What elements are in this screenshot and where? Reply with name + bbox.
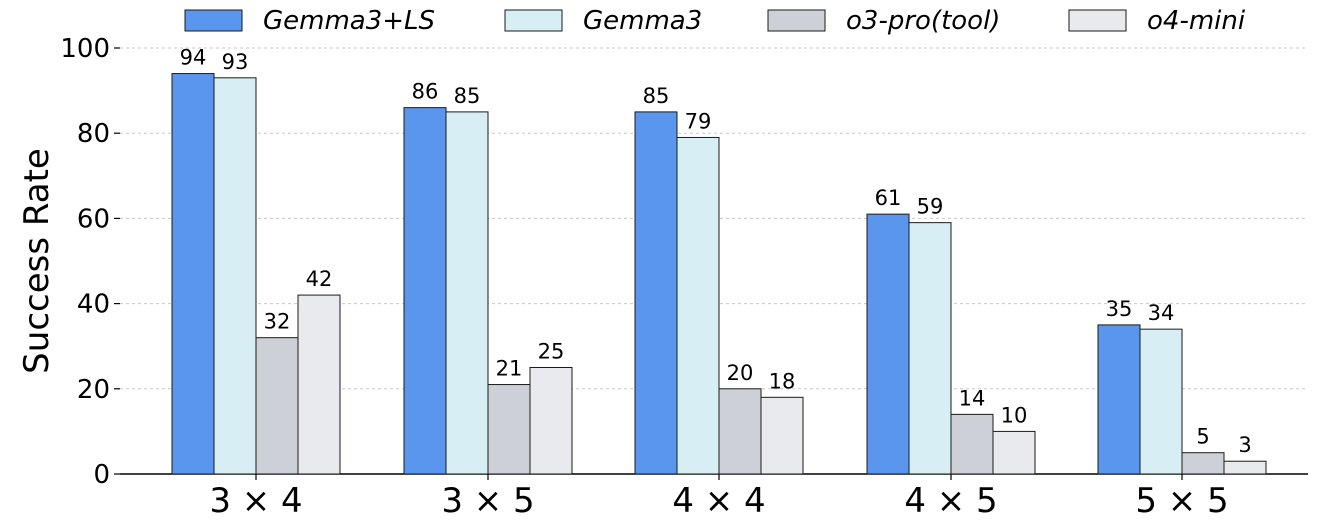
bar-value-label: 93: [222, 50, 249, 74]
bar-value-label: 3: [1238, 433, 1251, 457]
legend-swatch: [504, 9, 563, 32]
bar-value-label: 42: [306, 267, 333, 291]
bar-value-label: 14: [959, 386, 986, 410]
x-tick-label: 4 × 4: [672, 481, 765, 521]
bar-value-label: 35: [1106, 297, 1133, 321]
bar-value-label: 34: [1148, 301, 1175, 325]
legend-swatch: [767, 9, 826, 32]
bar-value-label: 86: [412, 80, 439, 104]
bar-value-label: 85: [643, 84, 670, 108]
y-axis-label: Success Rate: [17, 148, 57, 374]
x-tick-label: 5 × 5: [1135, 481, 1228, 521]
legend-label: Gemma3+LS: [263, 6, 435, 36]
x-tick-label: 3 × 4: [209, 481, 302, 521]
legend-label: o4-mini: [1147, 6, 1246, 36]
bar-value-label: 18: [769, 369, 796, 393]
axes: 0 20 40 60 80 100 3 × 4 3 × 5 4 × 4 4 × 5 5 × 5: [60, 34, 1308, 521]
bar-value-label: 25: [538, 340, 565, 364]
bar: [760, 396, 804, 475]
bars: [171, 73, 1267, 475]
bar-value-label: 59: [917, 195, 944, 219]
x-tick-label: 3 × 5: [441, 481, 534, 521]
bar: [1097, 324, 1141, 475]
bar-value-label: 79: [685, 109, 712, 133]
bar-value-label: 5: [1196, 425, 1209, 449]
y-tick-label: 80: [77, 119, 110, 149]
y-tick-label: 20: [77, 375, 110, 405]
legend-label: o3-pro(tool): [846, 6, 1000, 36]
bar-value-label: 10: [1001, 403, 1028, 427]
bar: [676, 136, 720, 475]
bar: [1223, 460, 1267, 475]
bar: [1139, 328, 1183, 475]
value-labels: 94 93 32 42 86 85 21 25 85 79 20 18 61 59 14 10 35 34 5 3: [180, 46, 1252, 458]
bar: [908, 222, 952, 475]
bar: [1181, 452, 1225, 475]
legend-label: Gemma3: [583, 6, 702, 36]
y-tick-label: 0: [93, 460, 110, 490]
x-tick-label: 4 × 5: [904, 481, 997, 521]
bar: [950, 413, 994, 475]
bar-value-label: 32: [264, 310, 291, 334]
bar-value-label: 94: [180, 46, 207, 70]
y-tick-label: 60: [77, 204, 110, 234]
y-tick-label: 100: [60, 34, 110, 64]
legend-swatch: [184, 9, 243, 32]
bar: [634, 111, 678, 475]
legend: Gemma3+LS Gemma3 o3-pro(tool) o4-mini: [184, 6, 1246, 36]
bar: [403, 107, 447, 475]
bar: [213, 77, 257, 475]
bar-value-label: 21: [496, 357, 523, 381]
bar: [255, 337, 299, 475]
bar: [171, 73, 215, 475]
bar: [992, 430, 1036, 475]
bar: [866, 213, 910, 475]
bar: [529, 367, 573, 475]
bar-value-label: 85: [454, 84, 481, 108]
bar: [297, 294, 341, 475]
bar-value-label: 20: [727, 361, 754, 385]
y-tick-label: 40: [77, 290, 110, 320]
bar: [445, 111, 489, 475]
bar: [487, 384, 531, 475]
bar-value-label: 61: [875, 186, 902, 210]
legend-swatch: [1068, 9, 1127, 32]
bar: [718, 388, 762, 475]
